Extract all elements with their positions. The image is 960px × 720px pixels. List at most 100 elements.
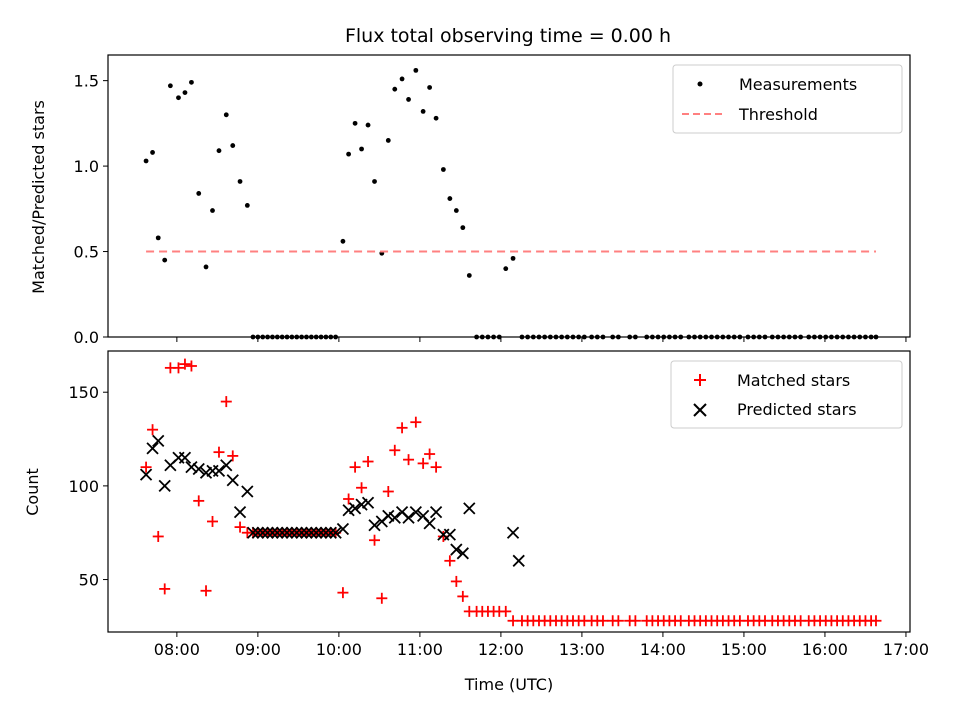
bottom-legend: Matched stars Predicted stars xyxy=(670,360,903,429)
predicted-point xyxy=(280,526,294,539)
predicted-point xyxy=(146,442,159,455)
matched-point xyxy=(444,555,456,567)
measurement-point xyxy=(162,257,168,263)
y-tick-label: 0.5 xyxy=(74,243,99,262)
predicted-point xyxy=(295,526,308,539)
predicted-point xyxy=(192,462,205,476)
legend-measurements-label: Measurements xyxy=(739,75,857,94)
matched-point xyxy=(356,482,368,494)
bottom-ticks: 08:00 09:00 10:00 11:00 12:00 13:00 14:00 15:00… xyxy=(68,383,929,659)
predicted-point xyxy=(348,502,362,515)
predicted-point xyxy=(185,461,198,474)
measurement-point xyxy=(189,79,194,85)
matched-point xyxy=(369,534,381,546)
x-tick-label: 11:00 xyxy=(397,640,443,659)
matched-point xyxy=(430,461,442,473)
measurement-point xyxy=(244,203,250,208)
legend-matched-marker xyxy=(694,374,706,386)
measurement-point xyxy=(420,109,426,114)
x-tick-label: 10:00 xyxy=(316,640,362,659)
measurement-point xyxy=(365,122,371,128)
measurement-point xyxy=(150,150,155,155)
matched-point xyxy=(193,495,205,507)
legend-predicted-marker xyxy=(693,403,707,417)
matched-point xyxy=(152,530,164,542)
y-tick-label: 1.0 xyxy=(74,157,99,176)
matched-point xyxy=(172,362,184,374)
predicted-point xyxy=(178,451,192,464)
matched-point xyxy=(396,422,408,434)
measurement-point xyxy=(447,196,453,201)
predicted-point xyxy=(251,526,265,539)
predicted-point xyxy=(429,505,443,519)
matched-point xyxy=(450,575,462,587)
predicted-point xyxy=(388,511,401,524)
bottom-marks xyxy=(139,358,882,627)
x-tick-label: 12:00 xyxy=(478,640,524,659)
y-tick-label: 50 xyxy=(79,571,99,590)
x-tick-label: 09:00 xyxy=(235,640,281,659)
top-panel: 0.0 0.5 1.0 1.5 Matched/Predicted stars Mea… xyxy=(29,54,911,347)
predicted-point xyxy=(329,526,342,539)
measurement-point xyxy=(460,225,466,231)
predicted-point xyxy=(310,526,323,539)
y-tick-label: 1.5 xyxy=(74,72,99,91)
matched-point xyxy=(220,396,232,408)
top-ticks: 0.0 0.5 1.0 1.5 xyxy=(74,72,907,347)
matched-point xyxy=(376,592,388,604)
matched-point xyxy=(349,461,361,473)
matched-point xyxy=(343,493,355,505)
x-tick-label: 16:00 xyxy=(802,640,848,659)
matched-point xyxy=(147,424,159,436)
matched-point xyxy=(200,585,212,597)
x-tick-label: 14:00 xyxy=(640,640,686,659)
predicted-point xyxy=(324,526,337,539)
predicted-point xyxy=(276,526,289,539)
predicted-point xyxy=(305,526,318,539)
matched-point xyxy=(457,590,469,602)
matched-point xyxy=(629,615,641,627)
matched-point xyxy=(140,461,152,473)
y-tick-label: 100 xyxy=(68,477,99,496)
y-tick-label: 150 xyxy=(68,383,99,402)
top-legend: Measurements Threshold xyxy=(672,64,903,134)
chart-title: Flux total observing time = 0.00 h xyxy=(345,25,671,47)
matched-point xyxy=(424,448,436,460)
top-plot-frame xyxy=(107,54,911,338)
measurement-point xyxy=(237,179,243,184)
predicted-point xyxy=(212,464,226,478)
measurement-point xyxy=(359,146,364,152)
measurement-point xyxy=(466,273,472,278)
x-tick-label: 13:00 xyxy=(559,640,605,659)
measurement-point xyxy=(196,191,202,196)
bottom-y-axis-label: Count xyxy=(23,468,42,516)
predicted-point xyxy=(506,526,520,539)
measurement-point xyxy=(399,76,405,82)
measurement-point xyxy=(223,112,229,118)
measurement-point xyxy=(167,83,173,89)
matched-point xyxy=(234,521,246,533)
matched-point xyxy=(500,605,512,617)
predicted-point xyxy=(246,526,260,539)
measurement-point xyxy=(453,208,459,213)
predicted-point xyxy=(443,528,456,541)
measurement-point xyxy=(413,67,419,73)
measurement-point xyxy=(372,179,377,184)
predicted-point xyxy=(220,459,233,472)
matched-point xyxy=(213,446,225,458)
matched-point xyxy=(227,450,239,462)
measurement-point xyxy=(346,151,351,157)
predicted-point xyxy=(139,468,153,481)
predicted-point xyxy=(402,511,415,524)
predicted-point xyxy=(456,547,469,560)
legend-measurements-marker xyxy=(697,81,703,87)
bottom-plot-frame xyxy=(107,350,911,633)
matched-point xyxy=(612,615,624,627)
predicted-point xyxy=(285,526,299,539)
measurement-point xyxy=(216,148,222,154)
x-axis-label: Time (UTC) xyxy=(464,675,553,694)
predicted-point xyxy=(314,526,328,539)
x-tick-label: 08:00 xyxy=(154,640,200,659)
predicted-point xyxy=(368,519,381,532)
